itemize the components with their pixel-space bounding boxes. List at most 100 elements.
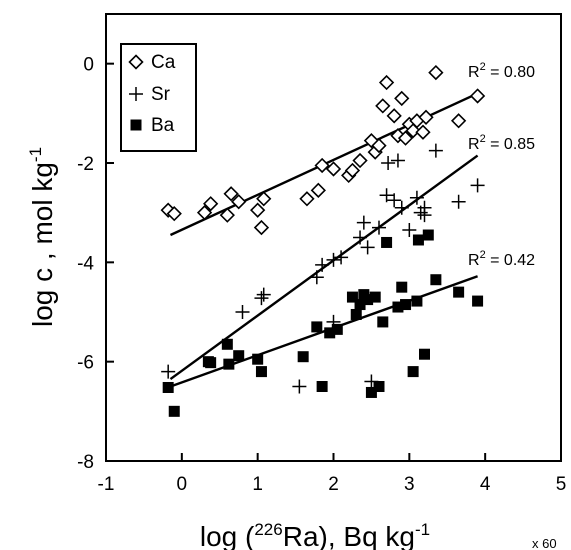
data-point-ba <box>252 353 264 365</box>
data-point-ba <box>430 274 442 286</box>
data-point-ba <box>412 234 424 246</box>
data-point-sr <box>235 305 250 319</box>
x-tick-label: 1 <box>252 474 263 495</box>
data-point-sr <box>417 208 432 223</box>
data-point-ba <box>453 286 465 298</box>
data-point-ca <box>314 157 330 174</box>
data-point-ba <box>346 291 358 303</box>
data-point-sr <box>372 220 386 235</box>
y-axis-title: log c , mol kg-1 <box>26 147 58 327</box>
data-point-sr <box>451 194 466 209</box>
series-ba <box>162 229 484 417</box>
data-point-ca <box>352 152 368 169</box>
fit-line-ba <box>170 275 478 388</box>
x-tick-label: 4 <box>480 474 491 495</box>
y-tick-label: 0 <box>83 55 94 76</box>
data-point-sr <box>353 230 368 245</box>
data-point-sr <box>402 223 417 238</box>
data-point-sr <box>256 287 271 302</box>
data-point-ba <box>223 358 235 370</box>
fit-line-sr <box>169 154 479 381</box>
r2-label-ba: R2 = 0.42 <box>468 249 535 269</box>
data-point-ba <box>407 366 419 378</box>
data-point-sr <box>390 153 405 168</box>
data-point-sr <box>309 270 324 285</box>
legend-label-ca: Ca <box>151 52 176 73</box>
data-point-ba <box>316 381 328 392</box>
data-point-ca <box>250 202 266 218</box>
r2-label-sr: R2 = 0.85 <box>468 133 535 153</box>
data-point-ca <box>253 219 270 236</box>
data-point-ba <box>205 357 217 369</box>
data-point-ca <box>450 113 467 129</box>
legend-label-ba: Ba <box>151 115 175 136</box>
data-point-ba <box>362 294 374 306</box>
data-point-ca <box>375 98 391 114</box>
data-point-ba <box>311 321 323 333</box>
series-ca <box>160 64 486 236</box>
data-point-ca <box>415 124 431 140</box>
data-point-sr <box>470 178 485 193</box>
r2-label-ca: R2 = 0.80 <box>468 61 535 81</box>
data-point-ca <box>428 64 444 81</box>
data-point-ba <box>162 381 174 393</box>
data-point-sr <box>356 215 371 230</box>
data-point-ba <box>233 350 245 362</box>
data-point-ba <box>392 301 404 313</box>
data-point-ca <box>299 191 315 207</box>
data-point-ca <box>196 205 213 221</box>
data-point-ba <box>365 386 377 398</box>
data-point-ba <box>350 308 362 320</box>
data-point-ba <box>331 323 343 335</box>
data-point-ba <box>324 327 336 339</box>
data-point-sr <box>360 240 375 255</box>
data-point-sr <box>161 364 176 379</box>
data-point-ca <box>397 130 414 146</box>
data-point-ba <box>377 316 389 328</box>
data-point-sr <box>315 257 330 272</box>
data-point-sr <box>334 250 349 265</box>
data-point-ba <box>400 299 412 311</box>
data-point-sr <box>409 190 424 205</box>
data-point-sr <box>387 193 402 208</box>
legend-label-sr: Sr <box>151 84 171 105</box>
data-point-ca <box>219 207 235 223</box>
data-point-sr <box>379 188 394 203</box>
x-axis-title: log (226Ra), Bq kg-1 <box>200 520 430 550</box>
data-point-ca <box>325 161 342 177</box>
x-tick-label: 5 <box>556 474 567 495</box>
y-tick-label: -6 <box>77 353 94 374</box>
data-point-ca <box>166 206 182 222</box>
legend-marker-ba <box>130 119 142 131</box>
legend-marker-ca <box>128 54 144 70</box>
data-point-ba <box>411 295 423 307</box>
data-point-ca <box>418 109 434 125</box>
x-multiplier-label: x 60 <box>532 536 557 550</box>
data-point-ca <box>469 88 486 104</box>
data-point-ba <box>422 229 434 241</box>
x-tick-label: 2 <box>328 474 339 495</box>
data-point-ba <box>255 366 267 378</box>
data-point-ba <box>297 351 309 363</box>
data-point-ba <box>168 405 180 417</box>
data-point-sr <box>428 143 443 158</box>
data-point-ca <box>344 162 361 179</box>
data-point-ca <box>394 90 410 107</box>
data-point-ba <box>396 281 408 293</box>
data-point-ba <box>373 381 385 392</box>
x-tick-label: 3 <box>404 474 415 495</box>
data-point-ca <box>231 194 247 210</box>
data-point-ba <box>472 295 484 307</box>
data-point-ba <box>419 348 430 360</box>
data-point-ba <box>381 236 393 248</box>
y-tick-label: -8 <box>77 452 94 473</box>
series-sr <box>161 143 485 394</box>
data-point-sr <box>254 291 269 306</box>
y-tick-label: -4 <box>77 253 94 274</box>
data-point-ca <box>371 137 387 154</box>
y-tick-label: -2 <box>77 154 94 175</box>
data-point-ca <box>310 182 326 198</box>
data-point-sr <box>381 156 396 170</box>
legend-marker-sr <box>129 87 143 101</box>
